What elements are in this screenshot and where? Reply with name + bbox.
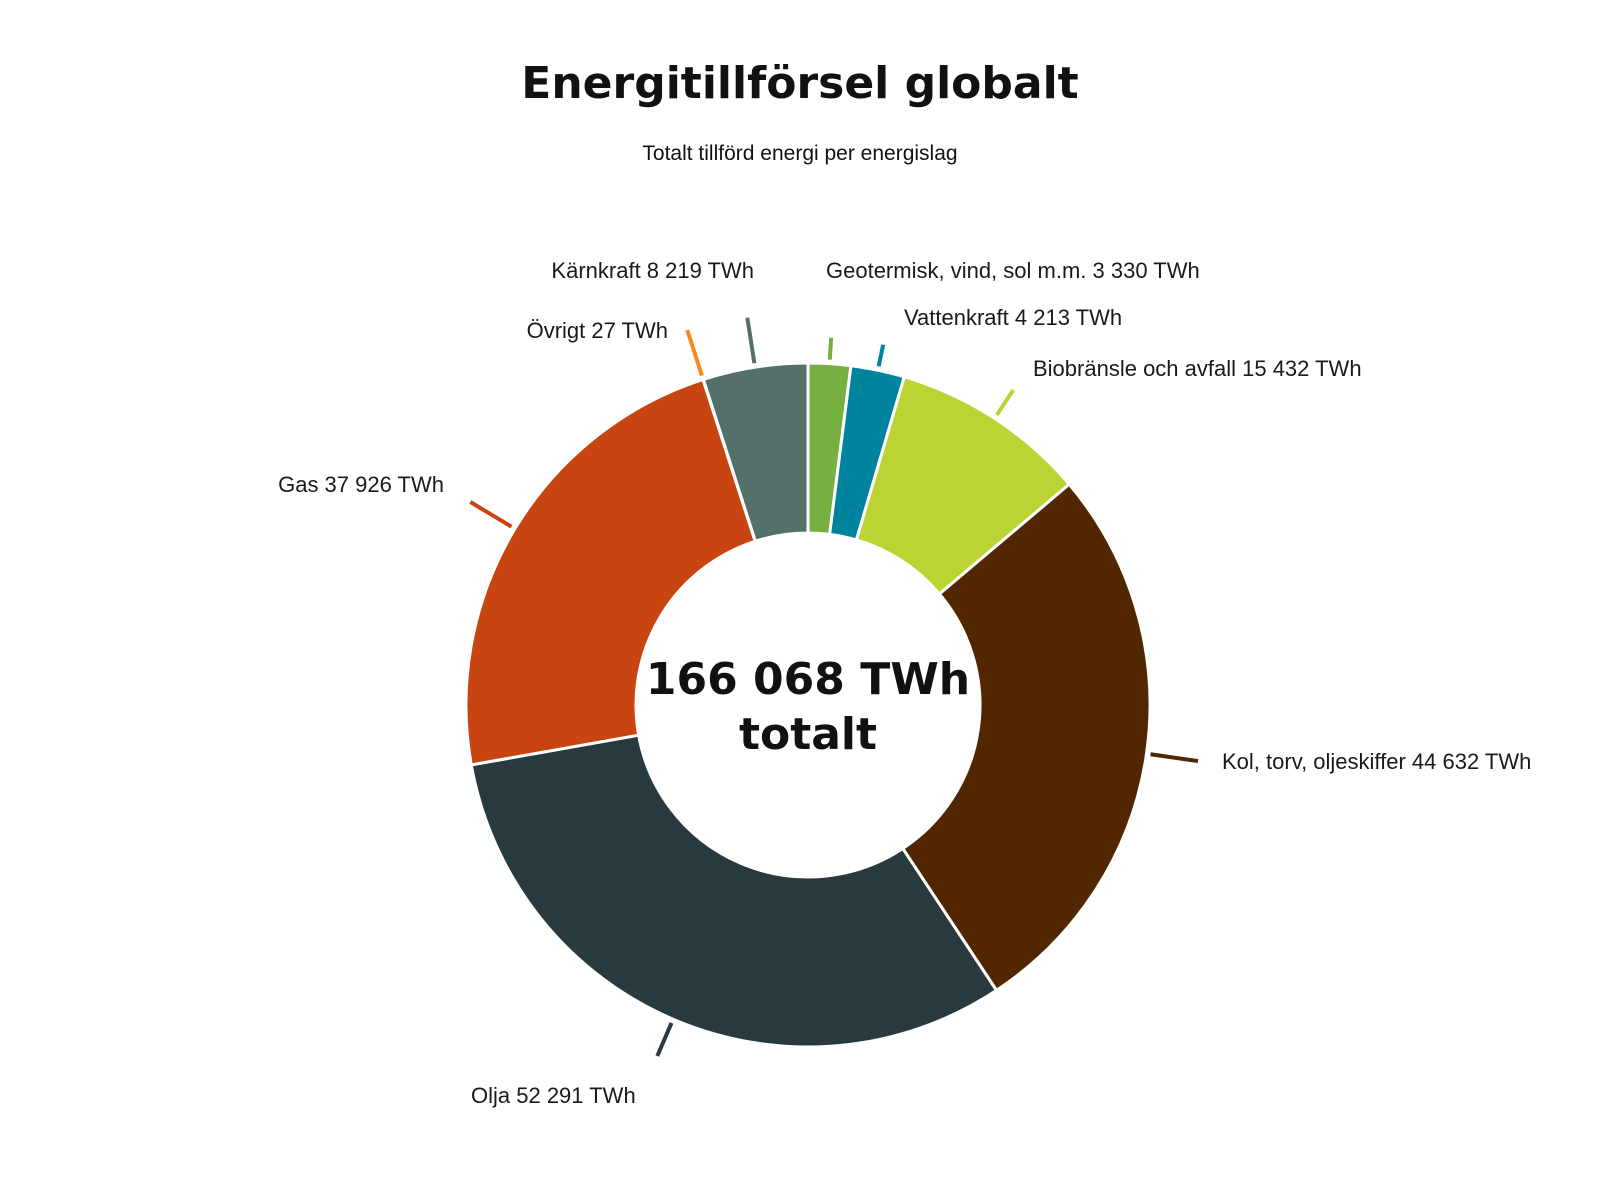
leader-line bbox=[655, 1022, 674, 1057]
slice-label: Gas 37 926 TWh bbox=[278, 472, 444, 497]
donut-slice[interactable] bbox=[701, 361, 810, 544]
slice-label: Kol, torv, oljeskiffer 44 632 TWh bbox=[1222, 749, 1531, 774]
chart-subtitle: Totalt tillförd energi per energislag bbox=[642, 142, 958, 165]
slice-label: Biobränsle och avfall 15 432 TWh bbox=[1033, 356, 1362, 381]
donut-slices bbox=[464, 361, 1152, 1049]
slice-label: Kärnkraft 8 219 TWh bbox=[551, 258, 754, 283]
leader-line bbox=[995, 388, 1015, 417]
donut-slice[interactable] bbox=[469, 733, 999, 1049]
slice-label: Geotermisk, vind, sol m.m. 3 330 TWh bbox=[826, 258, 1200, 283]
center-total-caption: totalt bbox=[739, 709, 877, 760]
donut-slice[interactable] bbox=[900, 482, 1152, 993]
slice-labels: Geotermisk, vind, sol m.m. 3 330 TWh Vatt… bbox=[278, 258, 1531, 1108]
slice-label: Vattenkraft 4 213 TWh bbox=[904, 305, 1122, 330]
leader-line bbox=[1150, 752, 1199, 764]
leader-line bbox=[685, 329, 704, 377]
leader-line bbox=[827, 337, 834, 360]
chart-title: Energitillförsel globalt bbox=[521, 58, 1079, 109]
center-total-value: 166 068 TWh bbox=[646, 654, 970, 705]
leader-line bbox=[876, 344, 886, 367]
leader-line bbox=[469, 500, 513, 529]
donut-slice[interactable] bbox=[464, 377, 758, 767]
slice-label: Övrigt 27 TWh bbox=[527, 318, 668, 343]
leader-line bbox=[745, 317, 757, 364]
leader-lines bbox=[469, 317, 1199, 1057]
slice-label: Olja 52 291 TWh bbox=[471, 1083, 636, 1108]
